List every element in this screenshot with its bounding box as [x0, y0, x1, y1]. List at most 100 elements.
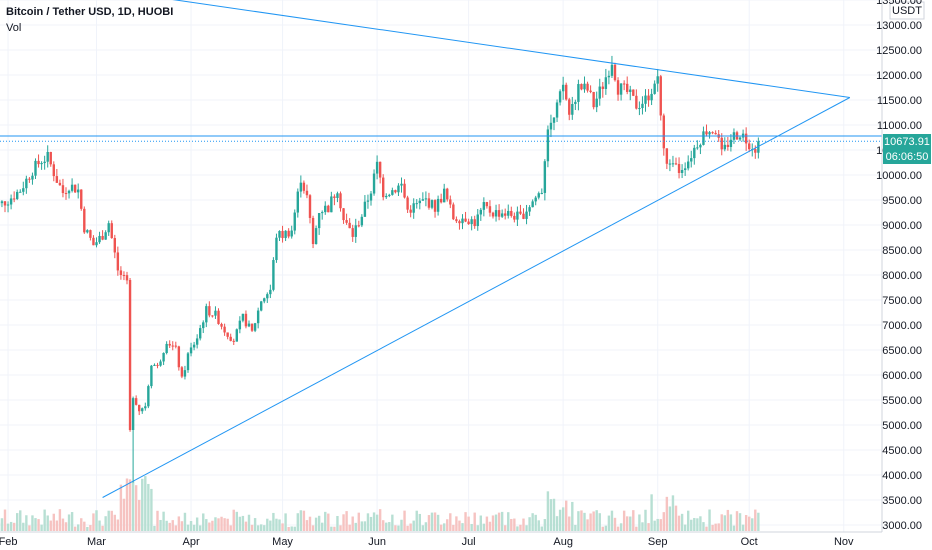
volume-bar [180, 521, 184, 531]
volume-bar [342, 514, 345, 531]
candle-body [586, 83, 589, 91]
candle-body [165, 343, 168, 353]
candle-body [452, 204, 455, 220]
volume-bar [705, 526, 708, 531]
volume-bar [266, 518, 269, 531]
volume-bar [317, 515, 321, 531]
volume-bar [757, 512, 760, 531]
x-tick-label: May [272, 536, 293, 548]
candle-body [455, 219, 458, 222]
candle-body [342, 208, 345, 221]
candle-body [656, 76, 659, 84]
volume-bar [131, 481, 135, 531]
volume-bar [610, 510, 614, 531]
candle-body [616, 80, 620, 95]
volume-bar [31, 515, 34, 531]
candle-body [61, 185, 65, 194]
volume-bar [543, 519, 547, 531]
volume-bar [104, 516, 107, 531]
candle-body [275, 237, 278, 261]
volume-indicator-label[interactable]: Vol [6, 22, 22, 34]
volume-bar [744, 515, 748, 531]
volume-bar [183, 512, 187, 531]
x-tick-label: Jun [368, 536, 386, 548]
candle-body [223, 326, 226, 333]
volume-bar [632, 510, 635, 531]
candle-body [436, 198, 440, 212]
volume-bar [369, 516, 373, 531]
volume-bar [690, 519, 693, 531]
candle-body [52, 164, 55, 177]
trend-lines[interactable] [0, 0, 882, 498]
candle-body [67, 190, 71, 194]
candle-body [622, 83, 626, 85]
volume-bar [324, 511, 327, 531]
candle-body [476, 214, 479, 227]
volume-bar [360, 521, 364, 531]
candle-body [199, 328, 202, 339]
volume-bar [738, 513, 742, 531]
volume-bar [101, 525, 104, 531]
volume-bar [217, 518, 220, 531]
volume-bar [619, 523, 623, 531]
candle-body [125, 275, 129, 281]
volume-bar [528, 517, 531, 531]
volume-bar [665, 496, 669, 531]
volume-bar [6, 523, 10, 531]
candle-body [424, 198, 428, 200]
volume-bar [159, 519, 162, 531]
candle-body [3, 201, 7, 206]
volume-bar [699, 516, 702, 531]
volume-bar [613, 517, 617, 531]
volume-bar [754, 509, 757, 531]
candle-body [272, 260, 275, 290]
last-price-label: 10673.91 [884, 136, 930, 148]
volume-bar [659, 519, 662, 531]
candle-body [321, 212, 324, 214]
volume-bar [385, 522, 388, 531]
volume-bar [333, 526, 336, 531]
candle-body [238, 320, 242, 330]
candle-body [601, 86, 604, 89]
volume-bar [49, 520, 52, 531]
candle-body [327, 205, 330, 213]
candle-body [674, 163, 678, 165]
volume-bar [644, 509, 647, 531]
candle-body [12, 198, 16, 200]
time-axis[interactable]: Feb Mar Apr May Jun Jul Aug Sep Oct Nov [0, 531, 882, 548]
candle-body [37, 160, 40, 165]
volume-bar [510, 518, 513, 531]
candle-body [144, 406, 147, 409]
volume-bar [751, 518, 754, 531]
volume-bar [202, 513, 205, 531]
volume-bar [415, 510, 418, 531]
support-trendline[interactable] [102, 97, 851, 498]
volume-bar [52, 513, 55, 531]
volume-bar [296, 513, 299, 531]
candle-body [241, 313, 245, 321]
candle-body [470, 219, 473, 225]
volume-bar [662, 512, 665, 531]
candle-body [604, 77, 608, 89]
volume-bar [513, 518, 516, 531]
candle-body [647, 95, 650, 101]
currency-badge[interactable] [889, 1, 925, 20]
volume-bar [281, 523, 284, 531]
candle-body [348, 222, 351, 229]
candle-body [77, 189, 80, 193]
symbol-title[interactable]: Bitcoin / Tether USD, 1D, HUOBI [6, 6, 174, 18]
volume-bar [507, 512, 510, 531]
candle-body [403, 183, 406, 198]
resistance-trendline[interactable] [72, 0, 850, 98]
candle-body [290, 230, 293, 237]
candle-body [546, 129, 550, 162]
volume-bar [473, 512, 476, 531]
volume-bar [430, 512, 434, 531]
volume-bar [720, 514, 723, 531]
last-price-badge [883, 134, 931, 149]
candle-body [696, 147, 699, 149]
volume-bar [128, 479, 132, 531]
volume-bar [290, 526, 293, 531]
price-axis[interactable]: USDT 3000.00 3500.00 4000.00 4500.00 5000.00… [876, 0, 925, 532]
